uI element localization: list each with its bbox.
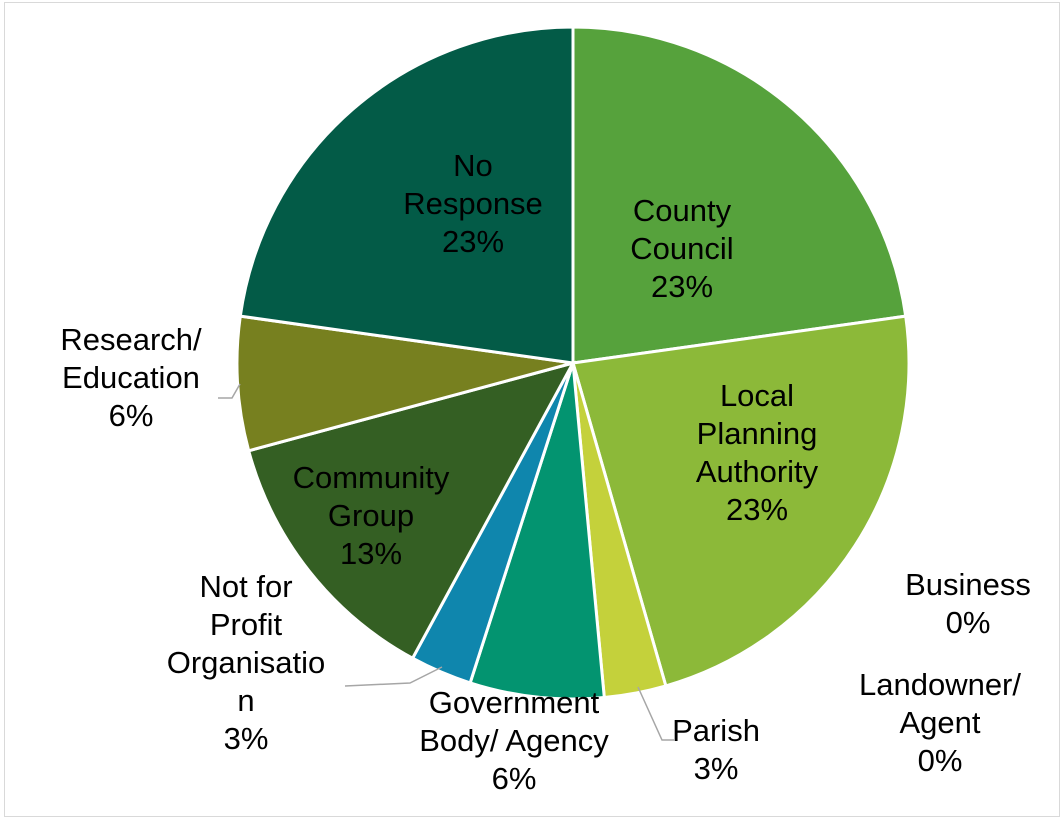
slice-label-parish: Parish 3% bbox=[672, 713, 760, 786]
leader-line-parish bbox=[637, 686, 674, 741]
slice-label-local-planning-authority: Local Planning Authority 23% bbox=[696, 378, 819, 527]
slice-label-community-group: Community Group 13% bbox=[293, 460, 450, 571]
slice-label-no-response: No Response 23% bbox=[403, 148, 543, 259]
pie-slice-no-response bbox=[238, 25, 575, 365]
pie-slice-county-council bbox=[571, 25, 908, 365]
slice-label-landowner-agent: Landowner/Agent 0% bbox=[859, 667, 1021, 778]
pie-slice-research-education bbox=[235, 314, 574, 453]
slice-label-business: Business 0% bbox=[905, 567, 1031, 640]
slice-label-not-for-profit-organisatio-n: Not for Profit Organisatio n 3% bbox=[167, 569, 326, 756]
leader-line-not-for-profit bbox=[344, 666, 443, 687]
slice-label-county-council: County Council 23% bbox=[630, 193, 733, 304]
leader-line-research-education bbox=[218, 383, 241, 399]
slice-label-research-education: Research/Education 6% bbox=[60, 322, 202, 433]
pie-slice-local-planning-authority bbox=[571, 314, 911, 688]
pie-slice-government-body-agency bbox=[468, 362, 606, 701]
pie-slice-community-group bbox=[246, 360, 576, 661]
slice-label-government-body-agency: Government Body/ Agency 6% bbox=[419, 685, 609, 796]
